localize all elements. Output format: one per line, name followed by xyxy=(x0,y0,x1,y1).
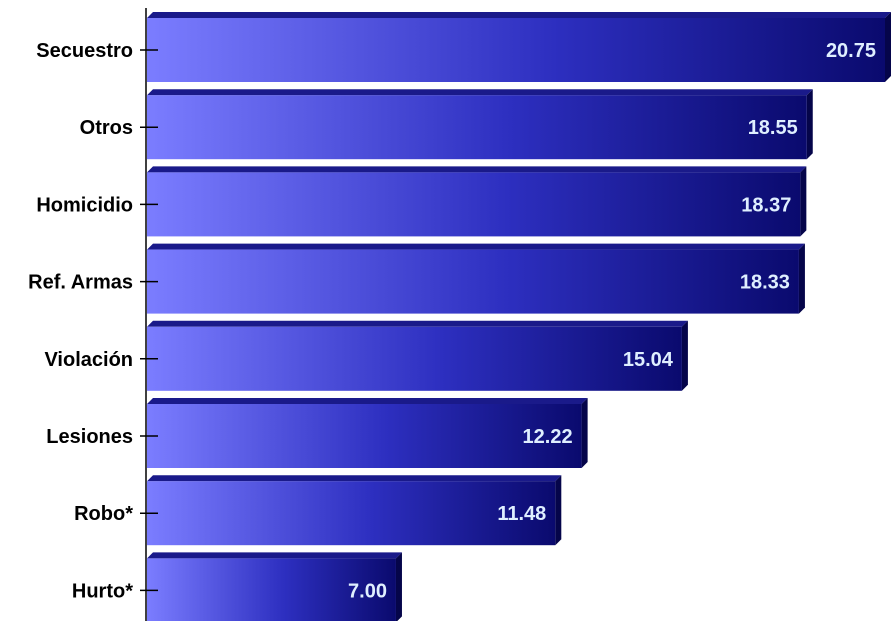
bar-side-face-otros xyxy=(806,89,813,160)
value-label-homicidio: 18.37 xyxy=(741,194,791,216)
bar-hurto xyxy=(147,558,396,621)
bar-top-face-violaci-n xyxy=(147,320,688,327)
value-label-ref-armas: 18.33 xyxy=(740,272,790,294)
category-label-ref-armas: Ref. Armas xyxy=(28,272,133,294)
bar-side-face-robo xyxy=(555,475,562,546)
category-label-lesiones: Lesiones xyxy=(46,426,133,448)
value-label-robo: 11.48 xyxy=(497,503,546,525)
bar-secuestro xyxy=(147,18,885,82)
category-label-secuestro: Secuestro xyxy=(36,40,133,62)
value-label-violaci-n: 15.04 xyxy=(623,349,674,371)
bar-side-face-lesiones xyxy=(581,398,588,468)
bar-top-face-secuestro xyxy=(147,12,891,18)
bar-top-face-homicidio xyxy=(147,166,807,173)
value-label-otros: 18.55 xyxy=(748,117,798,139)
category-label-homicidio: Homicidio xyxy=(36,194,133,216)
value-label-hurto: 7.00 xyxy=(348,580,387,602)
bar-lesiones xyxy=(147,404,582,468)
bar-top-face-robo xyxy=(147,475,562,482)
bar-ref-armas xyxy=(147,249,799,314)
category-label-violaci-n: Violación xyxy=(44,349,133,371)
bar-top-face-ref-armas xyxy=(147,243,805,250)
bar-top-face-otros xyxy=(147,89,813,96)
bar-side-face-violaci-n xyxy=(681,320,688,391)
bar-top-face-lesiones xyxy=(147,398,588,404)
category-label-otros: Otros xyxy=(80,117,133,139)
bar-side-face-secuestro xyxy=(885,12,891,82)
bar-violaci-n xyxy=(147,326,682,391)
value-label-lesiones: 12.22 xyxy=(523,426,573,448)
category-label-robo: Robo* xyxy=(74,503,133,525)
bar-side-face-hurto xyxy=(395,552,402,621)
bar-side-face-homicidio xyxy=(800,166,807,237)
bar-otros xyxy=(147,95,807,160)
category-label-hurto: Hurto* xyxy=(72,580,133,602)
bar-homicidio xyxy=(147,172,801,237)
value-label-secuestro: 20.75 xyxy=(826,40,876,62)
bar-side-face-ref-armas xyxy=(798,243,805,314)
bar-top-face-hurto xyxy=(147,552,402,559)
bars-group: Secuestro 20.75 Otros 18.55 Homicidio 18.37 Re… xyxy=(28,12,891,621)
bar-robo xyxy=(147,481,556,546)
